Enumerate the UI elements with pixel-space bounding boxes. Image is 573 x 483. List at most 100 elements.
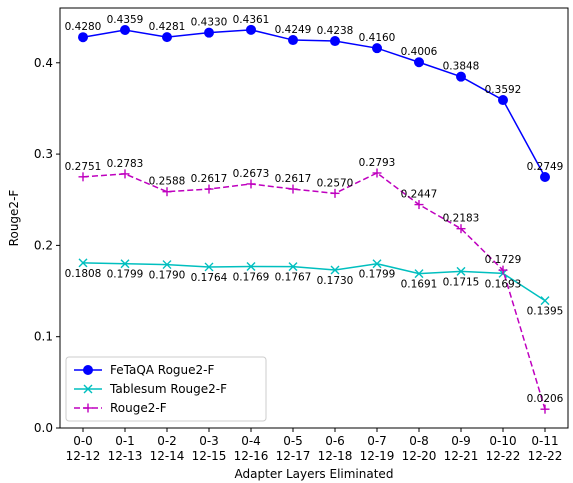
x-tick-label: 0-2 12-14 bbox=[150, 434, 185, 463]
data-label: 0.2183 bbox=[443, 213, 480, 225]
plot-area bbox=[59, 7, 569, 429]
legend: FeTaQA Rogue2-F Tablesum Rouge2-F Rouge2-F bbox=[65, 356, 267, 422]
legend-label: Rouge2-F bbox=[110, 401, 167, 415]
y-tick-label: 0.3 bbox=[34, 147, 53, 161]
y-tick-label: 0.1 bbox=[34, 330, 53, 344]
y-axis: 0.0 0.1 0.2 0.3 0.4 bbox=[34, 56, 60, 435]
x-tick-label-line: 0-8 bbox=[409, 434, 429, 448]
data-point bbox=[540, 172, 550, 183]
data-label: 0.4280 bbox=[65, 21, 102, 33]
x-tick-label-line: 0-6 bbox=[325, 434, 345, 448]
data-label: 0.1790 bbox=[149, 270, 186, 282]
series-line bbox=[82, 262, 546, 302]
x-tick-label-line: 12-22 bbox=[486, 449, 521, 463]
x-tick-label-line: 12-13 bbox=[108, 449, 143, 463]
data-point bbox=[372, 168, 382, 178]
data-point bbox=[414, 200, 424, 210]
x-tick-label: 0-10 12-22 bbox=[486, 434, 521, 463]
data-label: 0.4330 bbox=[191, 17, 228, 29]
data-point bbox=[78, 172, 88, 182]
data-point bbox=[540, 404, 550, 414]
y-axis-title: Rouge2-F bbox=[7, 190, 21, 247]
x-tick-label: 0-8 12-20 bbox=[402, 434, 437, 463]
data-label: 0.2751 bbox=[65, 161, 102, 173]
x-tick-label-line: 0-0 bbox=[73, 434, 93, 448]
x-tick-label-line: 12-16 bbox=[234, 449, 269, 463]
data-point bbox=[120, 169, 130, 179]
data-label: 0.4160 bbox=[359, 32, 396, 44]
x-axis: 0-0 12-120-1 12-130-2 12-140-3 12-150-4 12-16… bbox=[66, 428, 562, 463]
series-1 bbox=[78, 24, 550, 183]
y-tick-label: 0.0 bbox=[34, 421, 53, 435]
data-point bbox=[288, 35, 298, 46]
data-label: 0.0206 bbox=[527, 393, 564, 405]
x-tick-label-line: 12-15 bbox=[192, 449, 227, 463]
data-label: 0.4281 bbox=[149, 21, 186, 33]
data-label: 0.4249 bbox=[275, 24, 312, 36]
x-tick-label-line: 0-10 bbox=[489, 434, 516, 448]
series-line bbox=[82, 29, 546, 178]
data-point bbox=[498, 265, 508, 275]
x-tick-label-line: 0-3 bbox=[199, 434, 219, 448]
data-label: 0.3592 bbox=[485, 84, 522, 96]
y-tick-label: 0.2 bbox=[34, 238, 53, 252]
x-marker-stroke bbox=[162, 260, 172, 270]
x-tick-label: 0-0 12-12 bbox=[66, 434, 101, 463]
data-point bbox=[288, 262, 298, 272]
data-label: 0.2793 bbox=[359, 157, 396, 169]
data-label: 0.2447 bbox=[401, 189, 438, 201]
data-label: 0.3848 bbox=[443, 61, 480, 73]
x-marker-stroke bbox=[83, 384, 93, 394]
data-point bbox=[456, 266, 466, 276]
x-tick-label-line: 0-5 bbox=[283, 434, 303, 448]
x-tick-label: 0-5 12-17 bbox=[276, 434, 311, 463]
data-point bbox=[120, 25, 130, 36]
data-label: 0.1395 bbox=[527, 306, 564, 318]
x-marker-stroke bbox=[372, 259, 382, 269]
legend-swatch-marker bbox=[83, 365, 93, 375]
x-tick-label-line: 12-18 bbox=[318, 449, 353, 463]
data-label: 0.1693 bbox=[485, 278, 522, 290]
legend-label: FeTaQA Rogue2-F bbox=[110, 363, 215, 377]
data-label: 0.2588 bbox=[149, 176, 186, 188]
x-tick-label-line: 0-9 bbox=[451, 434, 471, 448]
x-tick-label: 0-6 12-18 bbox=[318, 434, 353, 463]
data-point bbox=[372, 259, 382, 269]
x-tick-label-line: 12-17 bbox=[276, 449, 311, 463]
x-marker-stroke bbox=[414, 269, 424, 279]
x-marker-stroke bbox=[78, 258, 88, 268]
data-label: 0.2570 bbox=[317, 177, 354, 189]
x-tick-label-line: 12-19 bbox=[360, 449, 395, 463]
x-marker-stroke bbox=[330, 265, 340, 275]
data-point bbox=[456, 224, 466, 234]
data-label: 0.1799 bbox=[359, 269, 396, 281]
data-label: 0.4359 bbox=[107, 14, 144, 26]
data-label: 0.4238 bbox=[317, 25, 354, 37]
data-point bbox=[330, 265, 340, 275]
x-tick-label-line: 0-1 bbox=[115, 434, 135, 448]
x-marker-stroke bbox=[120, 259, 130, 269]
data-point bbox=[414, 269, 424, 279]
data-point bbox=[246, 261, 256, 271]
data-point bbox=[78, 32, 88, 43]
x-axis-title: Adapter Layers Eliminated bbox=[235, 467, 394, 481]
data-label: 0.1767 bbox=[275, 272, 312, 284]
data-point bbox=[414, 57, 424, 68]
data-label: 0.1764 bbox=[191, 272, 228, 284]
x-marker-stroke bbox=[204, 262, 214, 272]
x-marker-stroke bbox=[288, 262, 298, 272]
legend-label: Tablesum Rouge2-F bbox=[109, 382, 227, 396]
data-label: 0.1799 bbox=[107, 269, 144, 281]
data-label: 0.4361 bbox=[233, 14, 270, 26]
data-point bbox=[204, 184, 214, 194]
series-layer bbox=[78, 24, 550, 414]
x-marker-stroke bbox=[540, 296, 550, 306]
x-marker-stroke bbox=[456, 266, 466, 276]
data-label: 0.4006 bbox=[401, 46, 438, 58]
data-point bbox=[330, 188, 340, 198]
legend-box bbox=[65, 356, 267, 422]
x-tick-label: 0-7 12-19 bbox=[360, 434, 395, 463]
x-tick-label-line: 12-12 bbox=[66, 449, 101, 463]
data-label: 0.2673 bbox=[233, 168, 270, 180]
x-tick-label: 0-9 12-21 bbox=[444, 434, 479, 463]
